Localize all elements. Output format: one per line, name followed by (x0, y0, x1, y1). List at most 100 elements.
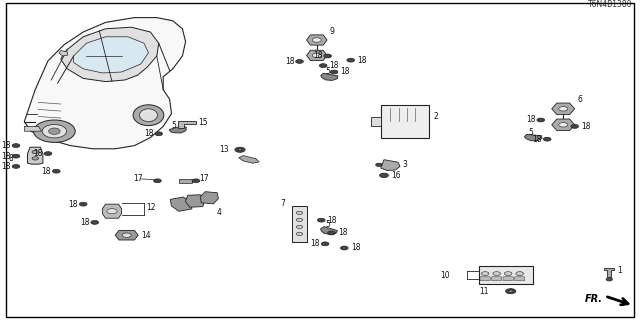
Circle shape (319, 64, 327, 68)
FancyBboxPatch shape (381, 105, 429, 138)
Circle shape (508, 290, 513, 292)
Text: 18: 18 (328, 216, 337, 225)
Circle shape (328, 231, 335, 235)
Circle shape (44, 152, 52, 156)
FancyBboxPatch shape (492, 277, 502, 281)
Polygon shape (61, 27, 159, 82)
Text: 18: 18 (532, 135, 542, 144)
Text: 6: 6 (577, 95, 582, 104)
Polygon shape (186, 195, 205, 207)
Text: 18: 18 (80, 218, 90, 227)
Circle shape (91, 220, 99, 224)
Circle shape (192, 179, 200, 183)
Circle shape (312, 53, 321, 58)
Circle shape (12, 154, 20, 158)
Text: 18: 18 (1, 152, 11, 161)
Circle shape (543, 137, 551, 141)
Circle shape (571, 124, 579, 128)
Polygon shape (24, 18, 186, 149)
Circle shape (537, 118, 545, 122)
Text: 18: 18 (33, 149, 43, 158)
Polygon shape (178, 121, 196, 128)
Text: 14: 14 (141, 231, 150, 240)
Polygon shape (115, 230, 138, 240)
Polygon shape (102, 204, 122, 218)
Ellipse shape (49, 128, 60, 134)
Text: 18: 18 (340, 68, 350, 76)
Polygon shape (552, 103, 575, 115)
Circle shape (606, 278, 612, 281)
Polygon shape (307, 50, 327, 60)
Polygon shape (321, 73, 338, 80)
Text: 18: 18 (313, 52, 323, 60)
Text: 5: 5 (528, 128, 533, 137)
Circle shape (317, 218, 325, 222)
Text: 18: 18 (526, 116, 536, 124)
Text: 18: 18 (357, 56, 367, 65)
Text: 18: 18 (285, 57, 294, 66)
Circle shape (516, 272, 524, 276)
FancyBboxPatch shape (479, 266, 533, 284)
Circle shape (504, 272, 512, 276)
Circle shape (493, 272, 500, 276)
Circle shape (559, 107, 568, 111)
Text: FR.: FR. (585, 294, 603, 304)
Circle shape (296, 218, 303, 221)
Text: 9: 9 (330, 28, 335, 36)
Circle shape (347, 58, 355, 62)
Polygon shape (239, 156, 259, 163)
Ellipse shape (133, 105, 164, 125)
Circle shape (32, 150, 38, 154)
Text: 12: 12 (146, 203, 156, 212)
Circle shape (321, 242, 329, 246)
Text: 7: 7 (280, 199, 285, 208)
Circle shape (312, 38, 321, 42)
Polygon shape (170, 197, 192, 211)
Circle shape (296, 225, 303, 228)
Text: 18: 18 (1, 141, 11, 150)
Polygon shape (24, 126, 42, 131)
Polygon shape (59, 51, 68, 56)
Text: 5: 5 (325, 67, 330, 76)
Ellipse shape (34, 120, 76, 142)
Circle shape (324, 54, 332, 58)
Circle shape (107, 209, 117, 214)
Text: T6N4B1380: T6N4B1380 (588, 0, 632, 9)
Text: 5: 5 (172, 121, 177, 130)
Ellipse shape (140, 109, 157, 122)
Circle shape (122, 233, 131, 237)
Text: 18: 18 (351, 244, 360, 252)
Circle shape (481, 272, 489, 276)
Text: 18: 18 (310, 239, 320, 248)
Text: 17: 17 (133, 174, 143, 183)
Polygon shape (381, 160, 400, 171)
Circle shape (52, 169, 60, 173)
Polygon shape (307, 35, 327, 45)
Text: 11: 11 (479, 287, 488, 296)
Polygon shape (552, 119, 575, 131)
FancyBboxPatch shape (515, 277, 525, 281)
Polygon shape (74, 37, 148, 73)
Text: 18: 18 (338, 228, 348, 237)
Circle shape (155, 132, 163, 136)
Text: 16: 16 (392, 171, 401, 180)
Circle shape (12, 144, 20, 148)
Circle shape (154, 179, 161, 183)
Circle shape (79, 202, 87, 206)
Circle shape (559, 123, 568, 127)
FancyBboxPatch shape (292, 206, 307, 242)
Polygon shape (169, 126, 186, 133)
Text: 18: 18 (330, 61, 339, 70)
Text: 18: 18 (68, 200, 78, 209)
Polygon shape (179, 179, 192, 183)
Circle shape (296, 211, 303, 214)
Text: 10: 10 (440, 271, 450, 280)
Circle shape (330, 70, 338, 74)
Text: 1: 1 (617, 266, 621, 275)
Text: 18: 18 (1, 162, 11, 171)
Text: 2: 2 (434, 112, 438, 121)
Polygon shape (604, 268, 614, 277)
Text: 5: 5 (325, 220, 330, 229)
Text: 18: 18 (581, 122, 591, 131)
Text: 8: 8 (8, 154, 13, 163)
